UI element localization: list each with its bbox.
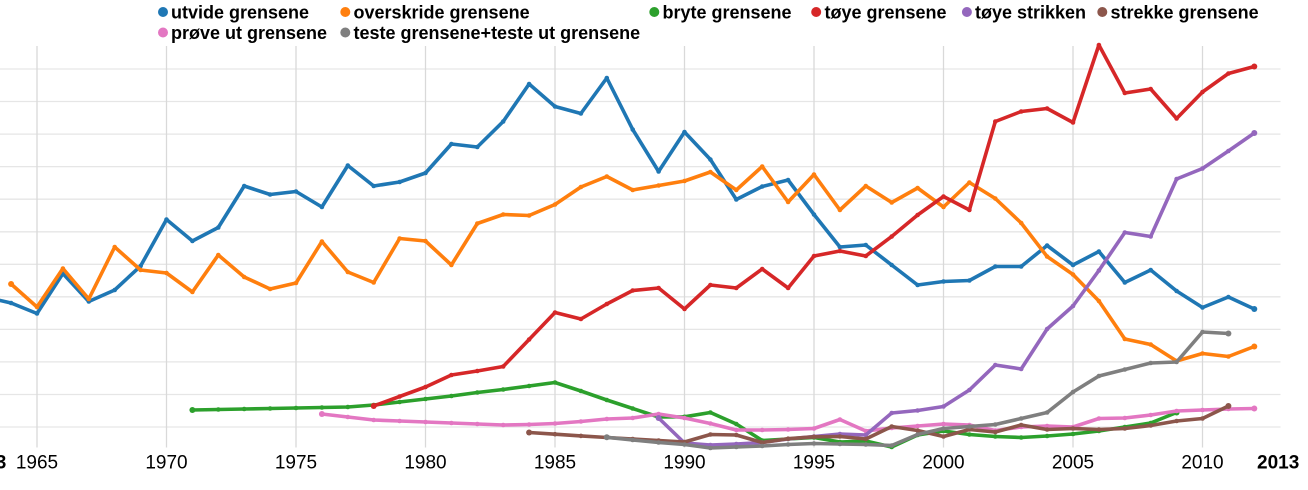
svg-text:teste grensene+teste ut grense: teste grensene+teste ut grensene — [354, 23, 641, 43]
svg-text:1980: 1980 — [404, 453, 446, 474]
svg-text:1995: 1995 — [793, 453, 835, 474]
svg-text:1965: 1965 — [16, 453, 58, 474]
svg-text:1990: 1990 — [663, 453, 705, 474]
svg-text:1970: 1970 — [145, 453, 187, 474]
svg-text:1975: 1975 — [275, 453, 317, 474]
svg-text:2000: 2000 — [922, 453, 964, 474]
svg-text:tøye grensene: tøye grensene — [825, 2, 947, 22]
svg-text:bryte grensene: bryte grensene — [663, 2, 792, 22]
svg-text:2005: 2005 — [1052, 453, 1094, 474]
svg-text:tøye strikken: tøye strikken — [975, 2, 1086, 22]
svg-text:1985: 1985 — [534, 453, 576, 474]
svg-text:1963: 1963 — [0, 453, 6, 474]
svg-text:utvide grensene: utvide grensene — [171, 2, 309, 22]
svg-text:2010: 2010 — [1181, 453, 1223, 474]
svg-text:overskride grensene: overskride grensene — [354, 2, 530, 22]
svg-text:strekke grensene: strekke grensene — [1111, 2, 1259, 22]
svg-text:prøve ut grensene: prøve ut grensene — [171, 23, 327, 43]
svg-text:2013: 2013 — [1257, 453, 1299, 474]
